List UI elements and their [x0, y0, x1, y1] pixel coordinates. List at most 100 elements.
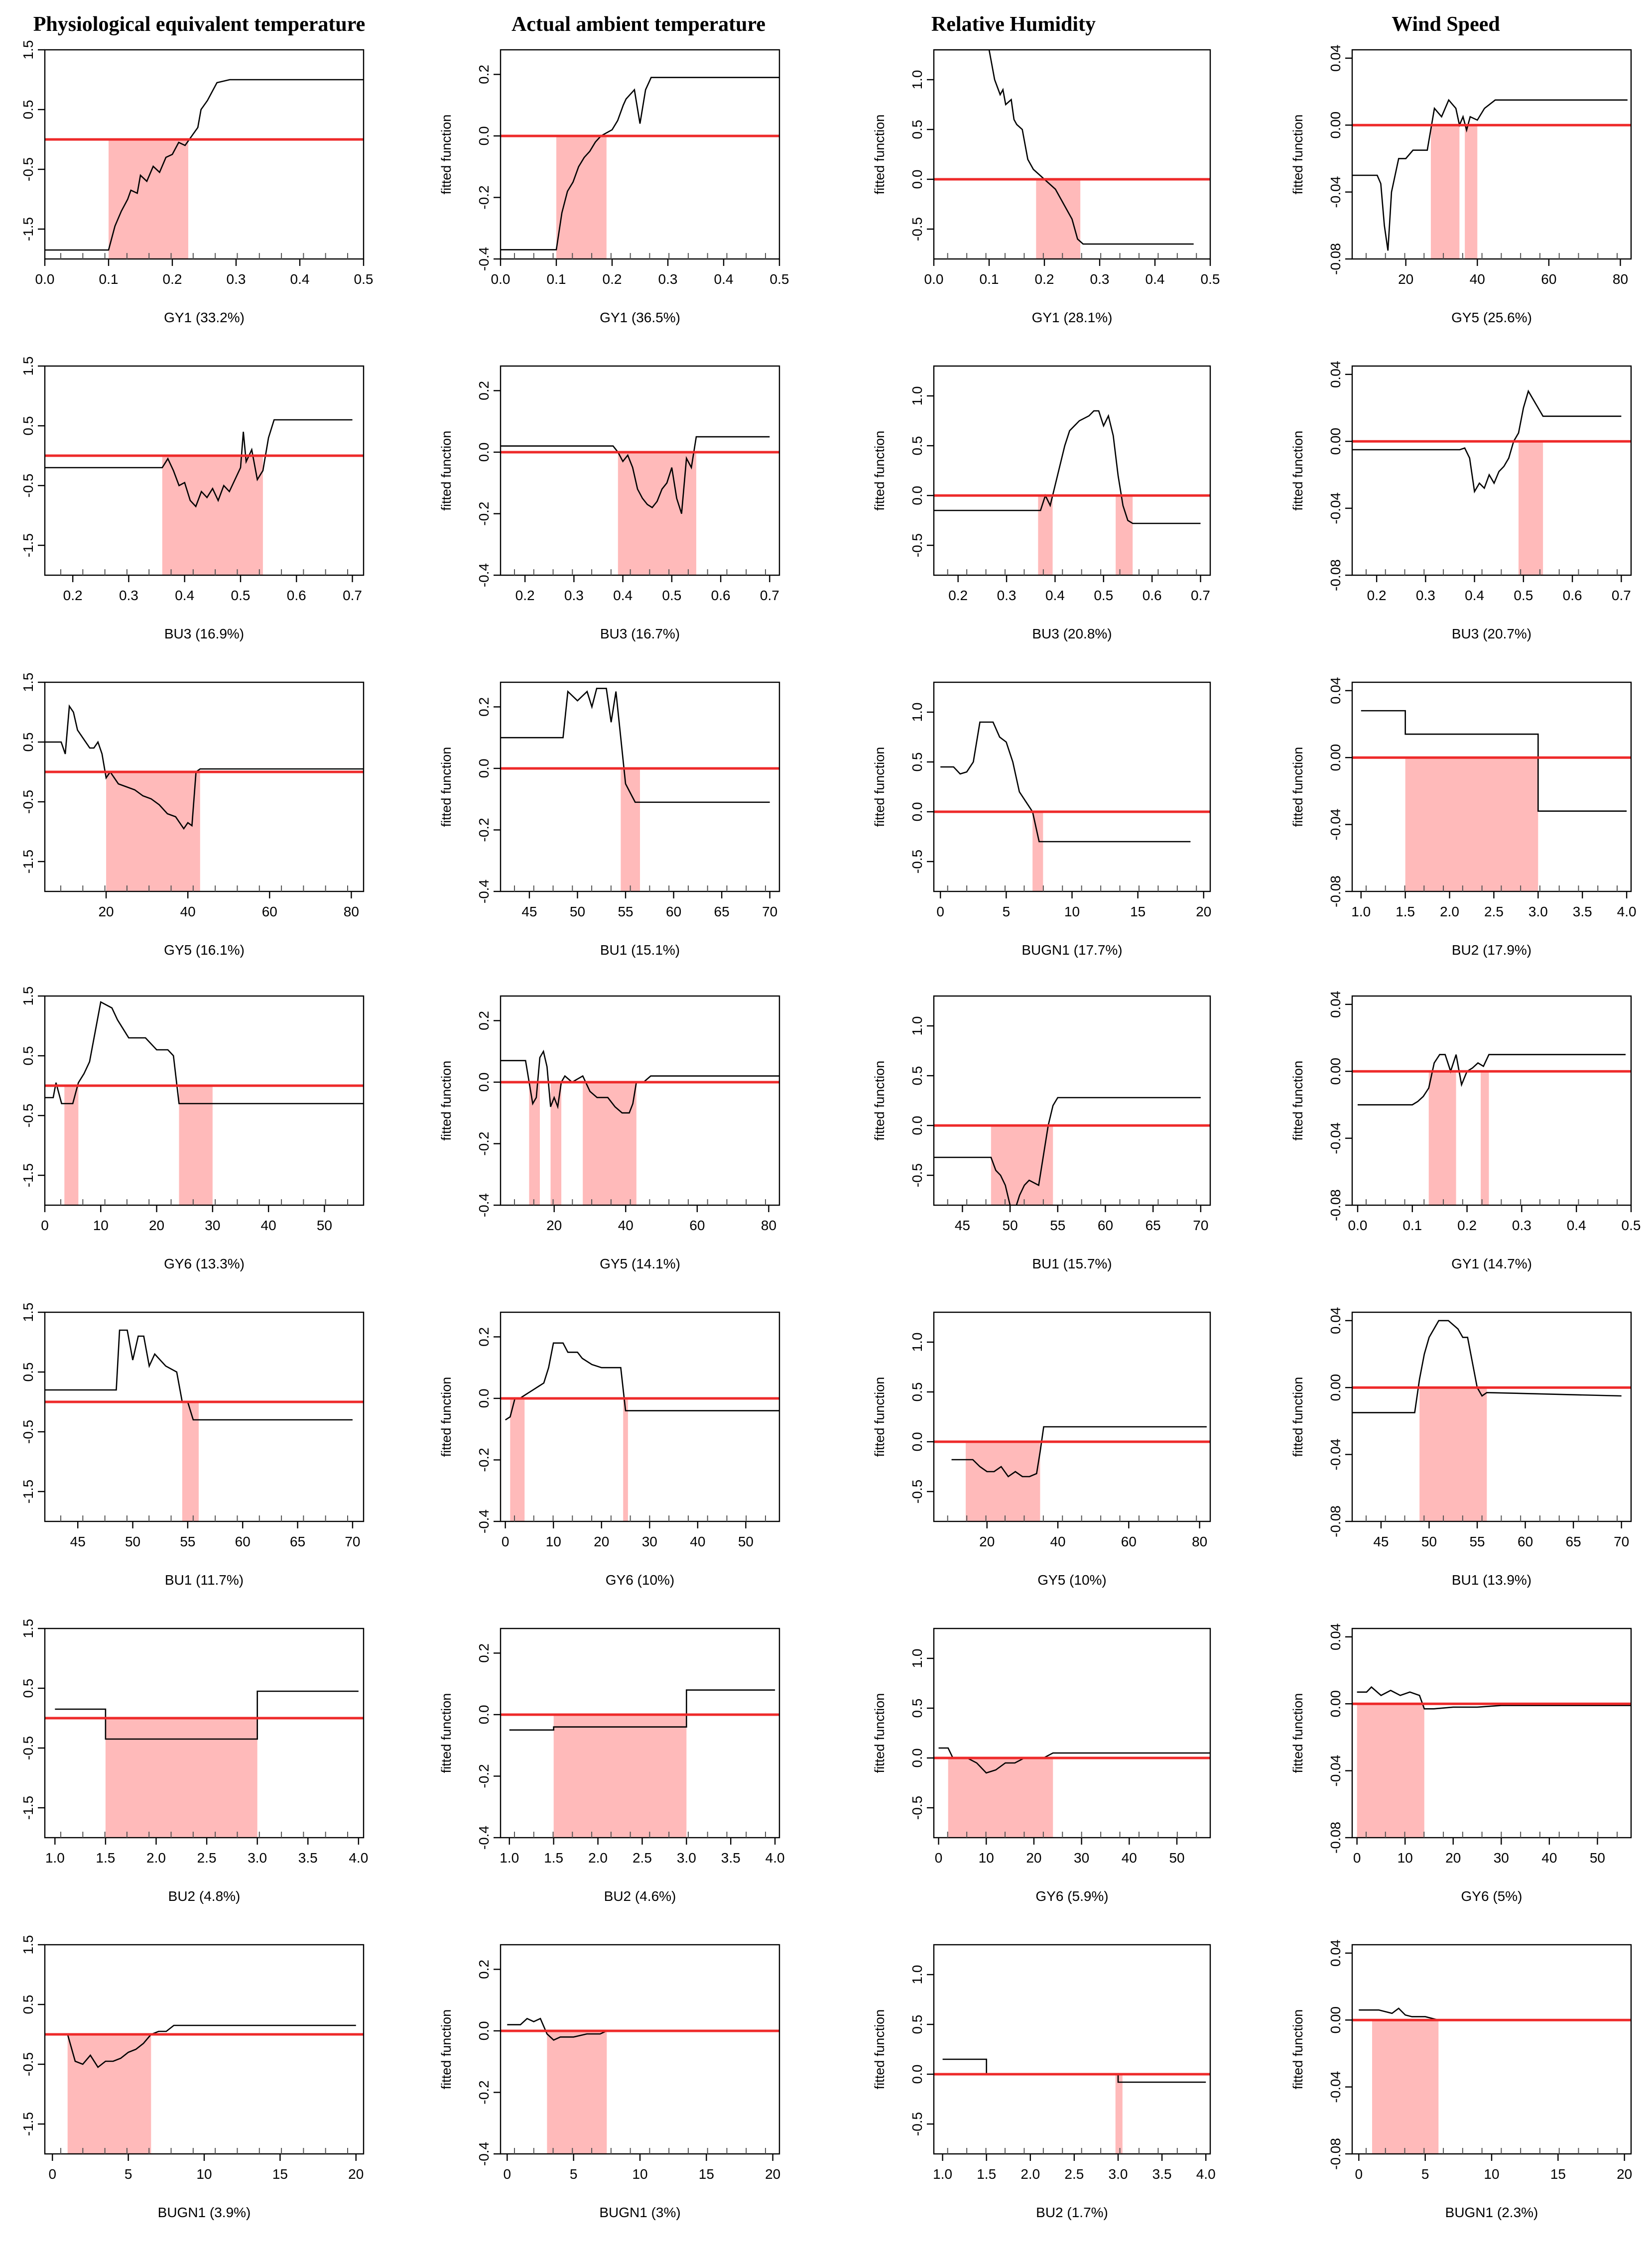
x-tick-label: 3.0 [1109, 2166, 1128, 2182]
plot-frame [44, 1311, 365, 1522]
y-tick-label: 0.0 [909, 802, 925, 822]
y-tick-label: 0.04 [1328, 361, 1343, 388]
x-tick-label: 80 [1613, 271, 1628, 287]
x-tick-label: 80 [761, 1218, 776, 1233]
x-axis-label: BU2 (4.6%) [604, 1888, 676, 1904]
x-tick-label: 3.5 [1573, 904, 1592, 919]
x-tick-label: 0.1 [547, 271, 566, 287]
x-tick-label: 0.5 [1622, 1218, 1641, 1233]
y-tick-label: 1.5 [20, 1935, 36, 1955]
y-tick-label: 0.0 [909, 486, 925, 505]
x-tick-label: 65 [290, 1534, 305, 1549]
fitted-function-line [507, 2017, 773, 2041]
highlight-band [623, 1398, 628, 1521]
plot-area [501, 436, 779, 575]
partial-dependence-panel: 1.0 1.5 2.0 2.5 3.0 3.5 4.0 1.0 0.5 0.0 -0.5 fitted… [872, 1944, 1216, 2220]
y-tick-label: 0.04 [1328, 1307, 1343, 1335]
plot-frame [1351, 1627, 1632, 1839]
x-tick-label: 0 [936, 904, 944, 919]
x-tick-label: 20 [765, 2166, 780, 2182]
x-tick-label: 30 [642, 1534, 657, 1549]
x-tick-label: 60 [1518, 1534, 1533, 1549]
highlight-band [510, 1398, 525, 1521]
x-tick-label: 3.5 [298, 1850, 318, 1866]
y-tick-label: 0.5 [20, 1363, 36, 1382]
x-tick-label: 20 [979, 1534, 995, 1549]
x-tick-label: 3.0 [248, 1850, 267, 1866]
x-tick-label: 0.0 [491, 271, 510, 287]
x-tick-label: 20 [149, 1218, 164, 1233]
y-tick-label: -1.5 [20, 850, 36, 874]
column-title-pet: Physiological equivalent temperature [33, 13, 365, 36]
highlight-band [553, 1714, 687, 1838]
x-tick-label: 0.4 [1045, 588, 1065, 603]
y-tick-label: -0.2 [476, 2080, 492, 2104]
y-tick-label: -0.2 [476, 1764, 492, 1788]
y-tick-label: -0.5 [20, 1420, 36, 1444]
plot-area [45, 1001, 364, 1205]
y-tick-label: 0.0 [909, 2065, 925, 2084]
y-tick-label: -0.5 [909, 850, 925, 874]
fitted-function-line [1361, 710, 1627, 812]
x-tick-label: 20 [348, 2166, 364, 2182]
highlight-band [1430, 125, 1460, 259]
x-tick-label: 0 [504, 2166, 511, 2182]
y-axis-label: fitted function [1290, 2009, 1305, 2090]
plot-area [501, 2017, 779, 2154]
x-tick-label: 0.0 [1348, 1218, 1368, 1233]
fitted-function-line [45, 79, 364, 251]
y-axis-label: fitted function [1290, 1061, 1305, 1141]
y-axis-label: fitted function [872, 747, 887, 827]
partial-dependence-panel: 0.0 0.1 0.2 0.3 0.4 0.5 1.0 0.5 0.0 -0.5 fitted fu… [872, 49, 1220, 325]
x-tick-label: 0.3 [658, 271, 678, 287]
x-tick-label: 40 [618, 1218, 634, 1233]
plot-frame [500, 995, 780, 1206]
x-tick-label: 5 [570, 2166, 578, 2182]
partial-dependence-panel: 0 5 10 15 20 1.0 0.5 0.0 -0.5 fitted function BUGN… [872, 681, 1211, 958]
x-tick-label: 20 [1445, 1850, 1461, 1866]
plot-frame [933, 681, 1211, 892]
fitted-function-line [55, 1690, 359, 1740]
x-tick-label: 0.4 [290, 271, 310, 287]
x-tick-label: 50 [1003, 1218, 1018, 1233]
fitted-function-line [505, 1342, 779, 1421]
partial-dependence-panel: 1.0 1.5 2.0 2.5 3.0 3.5 4.0 0.2 0.0 -0.2 -0.4 fitte… [439, 1627, 785, 1904]
y-tick-label: 0.2 [476, 1327, 492, 1347]
plot-area [45, 1690, 364, 1838]
highlight-band [106, 772, 200, 891]
x-axis-label: GY6 (10%) [606, 1572, 675, 1588]
y-tick-label: 0.5 [20, 1995, 36, 2014]
highlight-band [105, 1718, 257, 1838]
x-tick-label: 15 [272, 2166, 288, 2182]
highlight-band [556, 135, 607, 259]
y-tick-label: 1.5 [20, 357, 36, 376]
y-tick-label: 1.0 [909, 70, 925, 90]
y-tick-label: -0.4 [476, 1826, 492, 1850]
x-tick-label: 0.3 [1416, 588, 1435, 603]
y-tick-label: 0.2 [476, 1960, 492, 1979]
x-tick-label: 3.0 [1528, 904, 1548, 919]
highlight-band [1428, 1071, 1456, 1205]
plot-frame [500, 1944, 780, 2155]
x-tick-label: 0.6 [711, 588, 731, 603]
x-tick-label: 40 [261, 1218, 276, 1233]
y-tick-label: -0.04 [1328, 1123, 1343, 1154]
partial-dependence-panel: 45 50 55 60 65 70 0.2 0.0 -0.2 -0.4 fitted functio… [439, 681, 780, 958]
y-tick-label: 0.5 [909, 1066, 925, 1086]
y-tick-label: 0.00 [1328, 112, 1343, 139]
x-tick-label: 0.4 [175, 588, 194, 603]
y-tick-label: 0.00 [1328, 1058, 1343, 1085]
x-tick-label: 4.0 [1617, 904, 1637, 919]
x-tick-label: 2.5 [197, 1850, 217, 1866]
x-tick-label: 70 [762, 904, 777, 919]
x-tick-label: 0.4 [714, 271, 734, 287]
x-tick-label: 70 [345, 1534, 360, 1549]
x-axis-label: BUGN1 (17.7%) [1021, 942, 1122, 958]
y-tick-label: -1.5 [20, 2112, 36, 2136]
x-tick-label: 55 [1469, 1534, 1485, 1549]
x-tick-label: 60 [689, 1218, 705, 1233]
x-tick-label: 1.0 [933, 2166, 952, 2182]
y-tick-label: 0.00 [1328, 1374, 1343, 1401]
